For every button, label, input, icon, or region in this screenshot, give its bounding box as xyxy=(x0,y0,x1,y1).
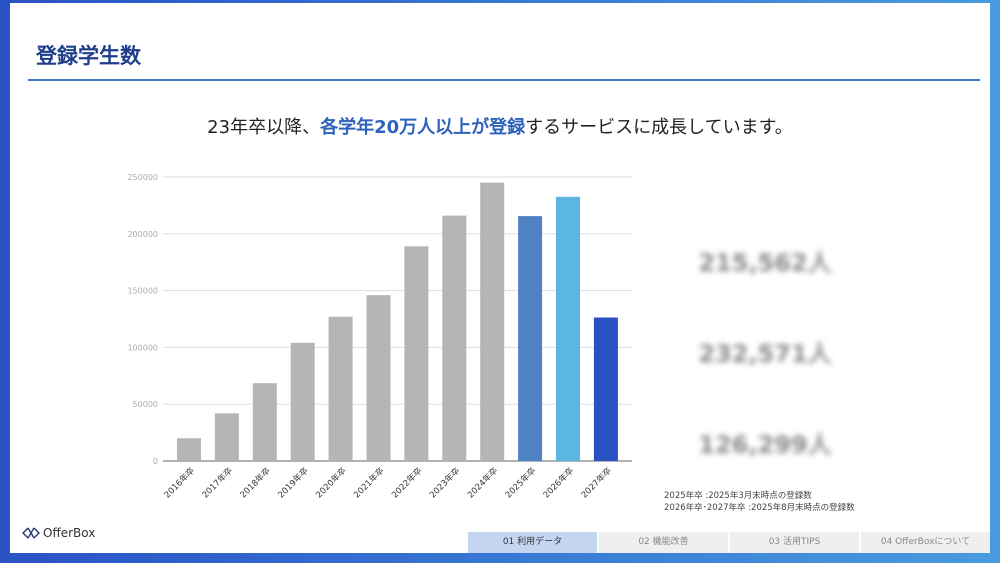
note-1: 2025年卒 :2025年3月末時点の登録数 xyxy=(664,491,812,501)
pill-2027: 2027年卒 xyxy=(714,384,810,408)
x-tick-label: 2024年卒 xyxy=(465,465,500,500)
tab-usage-data[interactable]: 01 利用データ xyxy=(468,532,597,553)
y-tick-label: 100000 xyxy=(127,343,158,352)
bar-2020年卒 xyxy=(328,316,353,461)
x-tick-label: 2019年卒 xyxy=(276,465,311,500)
bar-2021年卒 xyxy=(366,295,391,461)
bar-2022年卒 xyxy=(404,246,429,461)
headline-post: するサービスに成長しています。 xyxy=(525,117,793,138)
bar-2017年卒 xyxy=(214,413,239,461)
x-tick-label: 2027年卒 xyxy=(579,465,614,500)
page-title: 登録学生数 xyxy=(36,44,141,68)
bar-2025年卒 xyxy=(518,216,543,461)
value-2026: 232,571人 xyxy=(698,340,832,368)
headline-pre: 23年卒以降、 xyxy=(207,117,321,138)
x-tick-label: 2025年卒 xyxy=(503,465,538,500)
x-tick-label: 2023年卒 xyxy=(427,465,462,500)
bar-2019年卒 xyxy=(290,342,315,461)
title-divider xyxy=(28,79,980,81)
y-tick-label: 0 xyxy=(153,457,158,466)
y-tick-label: 200000 xyxy=(127,230,158,239)
bar-2026年卒 xyxy=(556,196,580,461)
bar-2018年卒 xyxy=(252,383,277,461)
y-tick-label: 150000 xyxy=(127,287,158,296)
bar-2027年卒 xyxy=(593,317,618,461)
y-tick-label: 50000 xyxy=(133,400,158,409)
tab-tips[interactable]: 03 活用TIPS xyxy=(730,532,859,553)
logo-text: OfferBox xyxy=(43,526,96,540)
x-tick-label: 2026年卒 xyxy=(541,465,576,500)
x-tick-label: 2017年卒 xyxy=(200,465,235,500)
offerbox-logo-icon xyxy=(22,527,40,539)
x-tick-label: 2020年卒 xyxy=(314,465,349,500)
bar-2016年卒 xyxy=(177,438,201,461)
tab-about-offerbox[interactable]: 04 OfferBoxについて xyxy=(861,532,990,553)
bar-2024年卒 xyxy=(480,182,505,461)
value-2025: 215,562人 xyxy=(698,249,832,277)
section-tabs: 01 利用データ 02 機能改善 03 活用TIPS 04 OfferBoxにつ… xyxy=(468,532,990,553)
pill-2025: 2025年卒 xyxy=(714,201,810,225)
y-tick-label: 250000 xyxy=(127,173,158,182)
x-tick-label: 2021年卒 xyxy=(352,465,387,500)
x-tick-label: 2016年卒 xyxy=(162,465,197,500)
logo: OfferBox xyxy=(22,526,95,540)
bar-2023年卒 xyxy=(442,215,467,461)
tab-feature-improvements[interactable]: 02 機能改善 xyxy=(599,532,728,553)
note-2: 2026年卒･2027年卒 :2025年8月末時点の登録数 xyxy=(664,503,855,513)
headline: 23年卒以降、各学年20万人以上が登録するサービスに成長しています。 xyxy=(0,113,1000,139)
value-2027: 126,299人 xyxy=(698,431,832,459)
x-tick-label: 2022年卒 xyxy=(389,465,424,500)
x-tick-label: 2018年卒 xyxy=(238,465,273,500)
headline-highlight: 各学年20万人以上が登録 xyxy=(320,117,526,138)
pill-2026: 2026年卒 xyxy=(714,293,810,317)
